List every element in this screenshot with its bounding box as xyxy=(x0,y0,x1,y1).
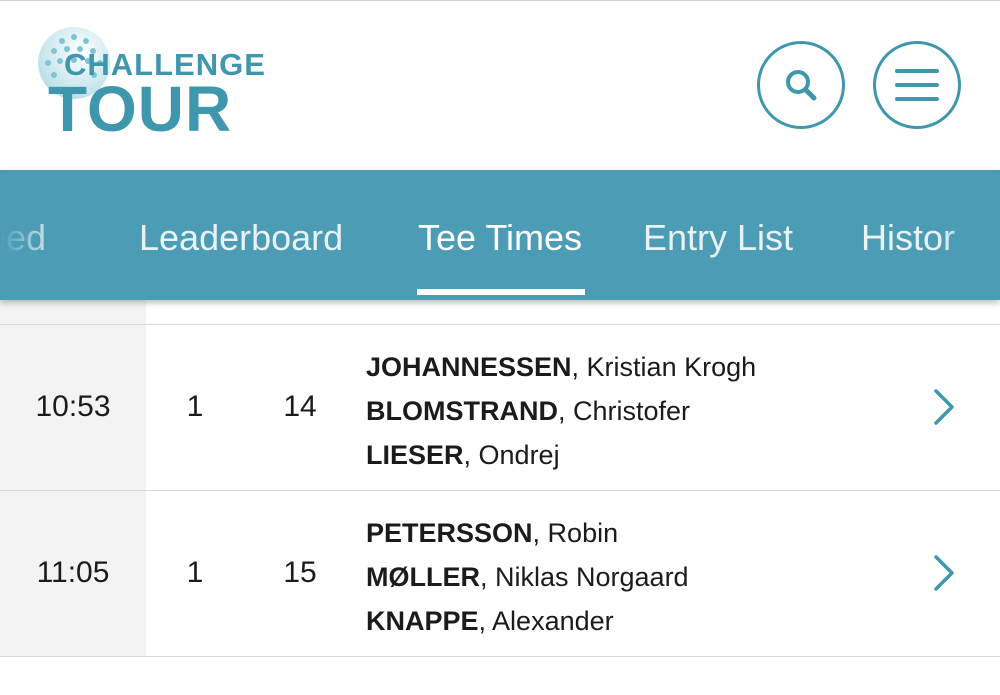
player-last-name: PETERSSON xyxy=(366,518,533,548)
active-tab-indicator xyxy=(417,289,585,295)
player-group: JOHANNESSEN, Kristian Krogh BLOMSTRAND, … xyxy=(366,345,756,477)
logo-text-tour: TOUR xyxy=(48,73,233,145)
table-row[interactable]: 11:05 1 15 PETERSSON, Robin MØLLER, Nikl… xyxy=(0,491,1000,657)
chevron-right-icon[interactable] xyxy=(928,387,958,427)
table-row-partial xyxy=(0,300,1000,325)
time-column-bg xyxy=(0,491,146,656)
time-column-bg xyxy=(0,325,146,490)
round-number: 1 xyxy=(186,390,204,423)
menu-button[interactable] xyxy=(873,41,961,129)
player-name[interactable]: LIESER, Ondrej xyxy=(366,433,756,477)
hamburger-menu-icon xyxy=(895,69,939,101)
player-first-name: , Robin xyxy=(532,518,619,548)
challenge-tour-logo[interactable]: CHALLENGE TOUR xyxy=(30,19,270,154)
player-first-name: , Alexander xyxy=(478,606,614,636)
player-last-name: KNAPPE xyxy=(366,606,479,636)
player-first-name: , Christofer xyxy=(557,396,691,426)
time-column-bg xyxy=(0,300,146,324)
player-name[interactable]: JOHANNESSEN, Kristian Krogh xyxy=(366,345,756,389)
player-last-name: MØLLER xyxy=(366,562,480,592)
player-first-name: , Kristian Krogh xyxy=(571,352,757,382)
player-last-name: BLOMSTRAND xyxy=(366,396,558,426)
tee-number: 15 xyxy=(283,556,317,589)
player-name[interactable]: PETERSSON, Robin xyxy=(366,511,689,555)
logo-text-challenge: CHALLENGE xyxy=(64,47,266,82)
tab-history[interactable]: Histor xyxy=(861,217,956,258)
player-name[interactable]: KNAPPE, Alexander xyxy=(366,599,689,643)
player-name[interactable]: MØLLER, Niklas Norgaard xyxy=(366,555,689,599)
player-first-name: , Ondrej xyxy=(463,440,560,470)
table-row[interactable]: 10:53 1 14 JOHANNESSEN, Kristian Krogh B… xyxy=(0,325,1000,491)
player-group: PETERSSON, Robin MØLLER, Niklas Norgaard… xyxy=(366,511,689,643)
chevron-right-icon[interactable] xyxy=(928,553,958,593)
player-last-name: JOHANNESSEN xyxy=(366,352,572,382)
event-tab-bar: eed Leaderboard Tee Times Entry List His… xyxy=(0,170,1000,300)
site-header: CHALLENGE TOUR xyxy=(0,0,1000,168)
tab-tee-times[interactable]: Tee Times xyxy=(418,217,583,258)
search-button[interactable] xyxy=(757,41,845,129)
golf-ball-logo-icon xyxy=(38,27,110,99)
tee-number: 14 xyxy=(283,390,317,423)
tab-entry-list[interactable]: Entry List xyxy=(643,217,794,258)
player-name[interactable]: BLOMSTRAND, Christofer xyxy=(366,389,756,433)
search-icon xyxy=(786,70,817,101)
tab-leaderboard[interactable]: Leaderboard xyxy=(139,217,344,258)
player-last-name: LIESER xyxy=(366,440,464,470)
tab-scroll-fade-right xyxy=(940,170,1000,300)
round-number: 1 xyxy=(186,556,204,589)
tee-times-list: 10:53 1 14 JOHANNESSEN, Kristian Krogh B… xyxy=(0,300,1000,695)
player-first-name: , Niklas Norgaard xyxy=(480,562,689,592)
tee-time: 10:53 xyxy=(35,390,111,423)
tee-time: 11:05 xyxy=(36,556,110,589)
tab-scroll-fade-left xyxy=(0,170,60,300)
